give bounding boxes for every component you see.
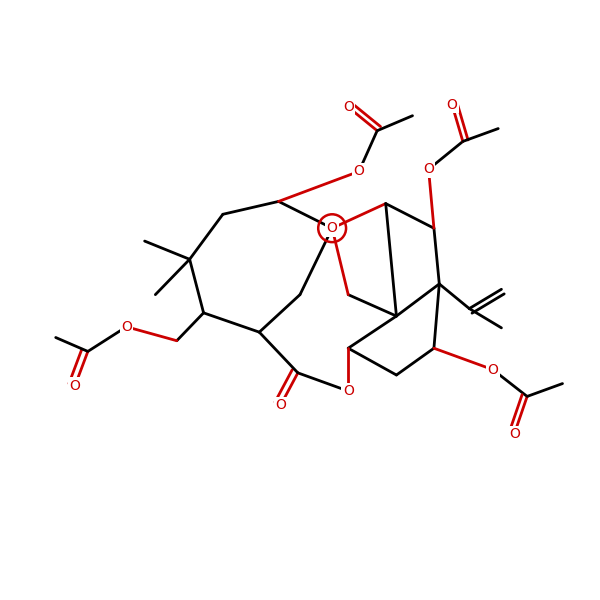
Text: O: O <box>343 100 353 114</box>
Text: O: O <box>447 98 458 112</box>
Text: O: O <box>327 221 338 235</box>
Text: O: O <box>509 427 520 441</box>
Text: O: O <box>343 384 353 398</box>
Text: O: O <box>423 162 434 176</box>
Text: O: O <box>275 398 286 412</box>
Text: O: O <box>121 320 132 334</box>
Text: O: O <box>353 164 364 178</box>
Text: O: O <box>487 362 498 377</box>
Text: O: O <box>70 379 80 393</box>
